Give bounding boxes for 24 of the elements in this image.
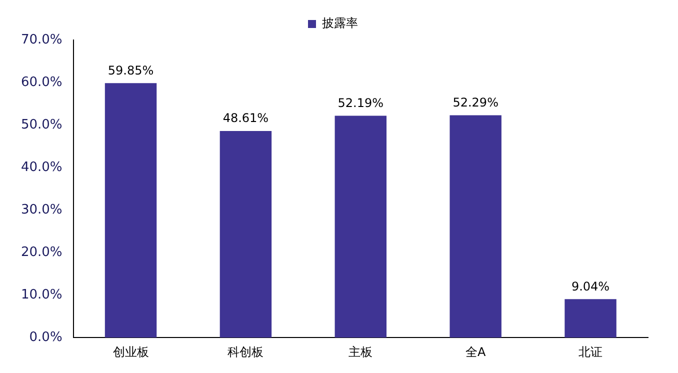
data-label: 9.04% (571, 279, 610, 294)
y-tick-label: 10.0% (20, 287, 62, 302)
bar (564, 299, 616, 338)
y-tick-label: 70.0% (20, 32, 62, 48)
y-tick-label: 50.0% (20, 117, 62, 132)
data-label: 52.19% (338, 96, 384, 110)
x-tick-label: 科创板 (228, 344, 264, 359)
x-tick-label: 主板 (348, 344, 373, 359)
bar (104, 83, 157, 338)
data-label: 59.85% (108, 63, 154, 78)
y-tick-label: 20.0% (20, 244, 62, 260)
x-tick-label: 全A (465, 344, 486, 359)
y-tick-label: 0.0% (29, 330, 62, 345)
legend-label: 披露率 (322, 16, 358, 30)
data-label: 52.29% (452, 95, 498, 110)
x-tick-label: 创业板 (112, 344, 149, 359)
x-tick-label: 北证 (578, 344, 603, 359)
bar (334, 116, 387, 338)
data-label: 48.61% (222, 111, 269, 126)
bar (220, 130, 272, 338)
bar (450, 115, 502, 338)
y-tick-label: 30.0% (20, 202, 62, 218)
y-tick-label: 60.0% (20, 74, 62, 90)
y-tick-label: 40.0% (20, 160, 62, 175)
